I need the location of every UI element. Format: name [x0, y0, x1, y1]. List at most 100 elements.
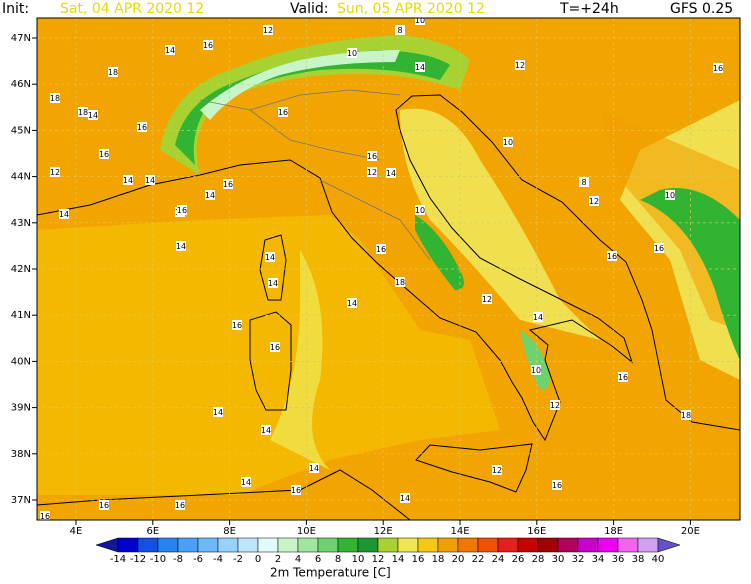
contour-label: 10	[531, 366, 541, 375]
contour-label: 14	[241, 478, 251, 487]
contour-label-box	[241, 477, 251, 487]
lat-label: 39N	[11, 403, 31, 414]
contour-label-box	[203, 40, 213, 50]
warm-band	[270, 250, 330, 470]
colorbar-label: 2	[275, 554, 281, 565]
colorbar-label: -8	[173, 554, 183, 565]
colorbar-swatch	[477, 537, 499, 553]
contour-label: 14	[533, 313, 543, 322]
apennine	[415, 215, 464, 290]
contour-label-box	[415, 18, 425, 25]
contour-label-box	[681, 410, 691, 420]
colorbar-label: -10	[150, 554, 166, 565]
colorbar-swatch	[557, 537, 579, 553]
contour-label-box	[347, 48, 357, 58]
lon-label: 10E	[297, 526, 316, 537]
colorbar-swatch	[277, 537, 299, 553]
contour-label: 14	[205, 191, 215, 200]
colorbar-label: 10	[352, 554, 365, 565]
init-label: Init:	[2, 1, 29, 17]
contour-label-box	[59, 209, 69, 219]
colorbar-label: 0	[255, 554, 261, 565]
map-area: 1416181818141616121414141414141616121081…	[37, 18, 740, 521]
contour-label: 12	[367, 168, 377, 177]
colorbar-label: 26	[512, 554, 525, 565]
contour-label-box	[665, 190, 675, 200]
colorbar-swatch	[417, 537, 439, 553]
contour-label-box	[589, 196, 599, 206]
model-name: GFS 0.25	[670, 1, 733, 17]
contour-label-box	[176, 241, 186, 251]
colorbar-end	[657, 537, 681, 553]
lon-label: 4E	[70, 526, 83, 537]
colorbar-swatch	[437, 537, 459, 553]
colorbar-label: 18	[432, 554, 445, 565]
contour-label-box	[265, 252, 275, 262]
contour-label: 14	[165, 46, 175, 55]
valid-label: Valid:	[290, 1, 328, 17]
colorbar-label: 4	[295, 554, 301, 565]
colorbar-swatch	[217, 537, 239, 553]
contour-label-box	[261, 425, 271, 435]
colorbar-label: -14	[110, 554, 126, 565]
lon-label: 8E	[223, 526, 236, 537]
colorbar-swatch	[157, 537, 179, 553]
contour-label-box	[579, 177, 589, 187]
colorbar-swatch	[137, 537, 159, 553]
contour-label-box	[386, 168, 396, 178]
colorbar-swatch	[457, 537, 479, 553]
contour-label: 12	[263, 26, 273, 35]
colorbar-swatch	[197, 537, 219, 553]
contour-label: 16	[618, 373, 628, 382]
lat-label: 46N	[11, 79, 31, 90]
contour-label-box	[367, 167, 377, 177]
colorbar-label: 32	[572, 554, 585, 565]
contour-label-box	[40, 511, 50, 520]
contour-label: 16	[137, 123, 147, 132]
colorbar-swatch	[257, 537, 279, 553]
contour-label-box	[533, 312, 543, 322]
dinaric-field	[640, 188, 740, 360]
colorbar-label: 12	[372, 554, 385, 565]
contour-label: 12	[550, 401, 560, 410]
contour-label: 18	[108, 68, 118, 77]
colorbar-label: 28	[532, 554, 545, 565]
contour-label: 14	[400, 494, 410, 503]
colorbar-label: 14	[392, 554, 405, 565]
borders	[199, 89, 431, 261]
colorbar-swatch	[237, 537, 259, 553]
contour-label-box	[137, 122, 147, 132]
contour-label: 8	[581, 178, 586, 187]
lon-label: 16E	[527, 526, 546, 537]
colorbar-label: 40	[652, 554, 665, 565]
contour-label-box	[552, 480, 562, 490]
contour-label-box	[268, 278, 278, 288]
contour-label: 16	[232, 321, 242, 330]
colorbar-swatch	[377, 537, 399, 553]
contour-label-box	[376, 244, 386, 254]
colorbar-label: -6	[193, 554, 203, 565]
contour-label-box	[88, 110, 98, 120]
colorbar-swatch	[297, 537, 319, 553]
contour-label-box	[415, 205, 425, 215]
contour-label: 16	[40, 512, 50, 521]
colorbar-swatch	[617, 537, 639, 553]
contour-label-box	[99, 500, 109, 510]
contour-label-box	[108, 67, 118, 77]
contour-label: 14	[59, 210, 69, 219]
contour-label: 18	[78, 108, 88, 117]
contour-label-box	[177, 205, 187, 215]
contour-label-box	[492, 465, 502, 475]
colorbar-swatch	[577, 537, 599, 553]
contour-label: 14	[268, 279, 278, 288]
lon-label: 12E	[374, 526, 393, 537]
lat-label: 42N	[11, 264, 31, 275]
contour-label-box	[654, 243, 664, 253]
colorbar-label: 8	[335, 554, 341, 565]
colorbar-label: 36	[612, 554, 625, 565]
contour-label: 12	[515, 61, 525, 70]
contour-label: 16	[99, 150, 109, 159]
colorbar-label: 6	[315, 554, 321, 565]
contour-label: 16	[552, 481, 562, 490]
contour-label: 16	[99, 501, 109, 510]
